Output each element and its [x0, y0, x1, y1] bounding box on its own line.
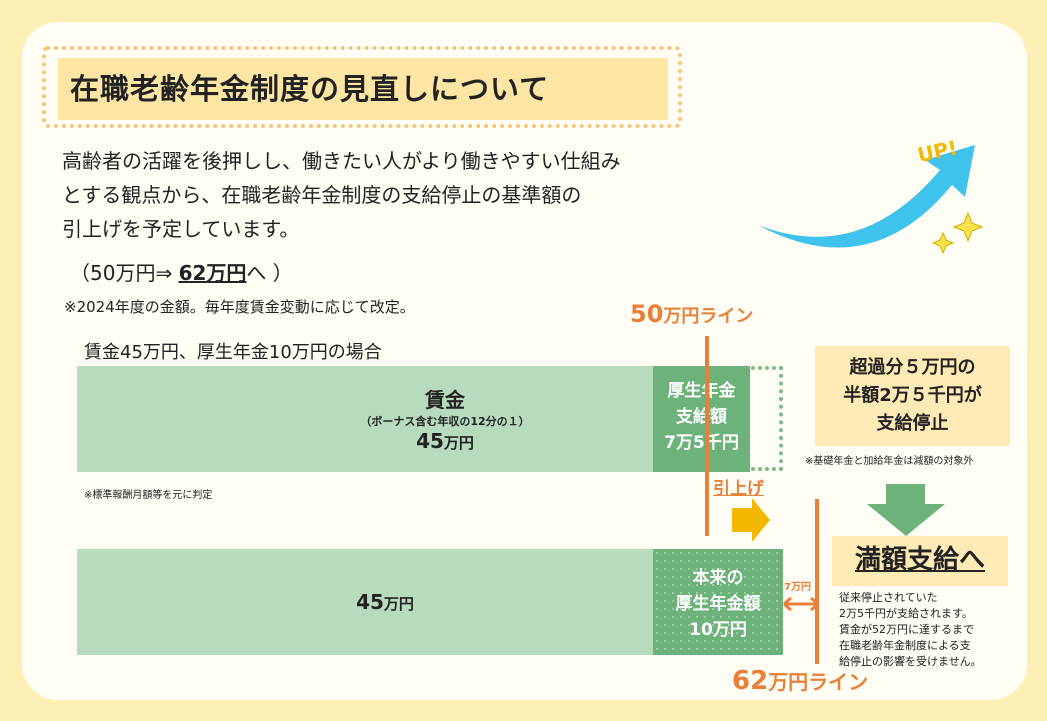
desc-line: 給停止の影響を受けません。 — [839, 655, 982, 668]
pension-l2: 厚生年金額 — [675, 594, 761, 614]
sparkle-icon — [952, 211, 984, 243]
line50-label: 50万円ライン — [630, 300, 753, 328]
up-arrow-icon: UP! — [758, 135, 984, 255]
intro-note: ※2024年度の金額。毎年度賃金変動に応じて改定。 — [64, 298, 415, 316]
wage-num: 45 — [356, 590, 384, 614]
change-suffix: へ ） — [246, 261, 293, 285]
sparkle-icon — [931, 231, 955, 255]
change-prefix: （50万円⇒ — [70, 261, 179, 285]
full-box: 満額支給へ — [832, 536, 1008, 586]
wage-bar-new: 45万円 — [77, 549, 653, 655]
pension-full-block: 本来の 厚生年金額 10万円 — [653, 549, 783, 655]
down-arrow-icon — [867, 484, 945, 536]
desc-line: 在職老齢年金制度による支 — [839, 639, 971, 652]
wage-bar-current: 賃金 （ボーナス含む年収の12分の１） 45万円 — [77, 366, 653, 472]
intro-line: 高齢者の活躍を後押しし、働きたい人がより働きやすい仕組み — [62, 149, 621, 173]
title-frame — [42, 46, 682, 128]
line50-unit: 万円ライン — [663, 306, 754, 327]
desc-line: 2万5千円が支給されます。 — [839, 607, 973, 620]
wage-title: 賃金 — [425, 388, 465, 412]
line62 — [815, 499, 819, 664]
line62-unit: 万円ライン — [768, 670, 869, 694]
pension-l1: 厚生年金 — [667, 381, 736, 401]
wage-note: ※標準報酬月額等を元に判定 — [84, 490, 213, 501]
wage-unit: 万円 — [443, 434, 474, 452]
stopped-portion — [751, 366, 783, 471]
desc-line: 賃金が52万円に達するまで — [839, 623, 974, 636]
wage-sub: （ボーナス含む年収の12分の１） — [360, 415, 530, 428]
intro-line: 引上げを予定しています。 — [62, 217, 300, 241]
wage-num: 45 — [416, 429, 444, 453]
raise-label: 引上げ — [713, 479, 764, 499]
page-title: 在職老齢年金制度の見直しについて — [58, 58, 668, 120]
line50-num: 50 — [630, 300, 664, 328]
excess-box: 超過分５万円の 半額2万５千円が 支給停止 — [815, 346, 1010, 446]
right-arrow-icon — [732, 498, 770, 542]
wage-unit: 万円 — [383, 595, 414, 613]
pension-l2: 支給額 — [676, 407, 727, 427]
change-new: 62万円 — [178, 261, 247, 285]
line62-num: 62 — [732, 666, 769, 696]
pension-paid-block: 厚生年金 支給額 7万5千円 — [653, 366, 750, 472]
pension-l3: 7万5千円 — [664, 433, 739, 453]
excess-l2: 半額2万５千円が — [843, 385, 982, 406]
double-arrow-icon — [783, 596, 819, 612]
line50 — [705, 336, 709, 536]
intro-line: とする観点から、在職老齢年金制度の支給停止の基準額の — [62, 183, 582, 207]
desc-line: 従来停止されていた — [839, 591, 938, 604]
case-label: 賃金45万円、厚生年金10万円の場合 — [84, 342, 382, 363]
pension-l3: 10万円 — [689, 620, 747, 640]
line62-label: 62万円ライン — [732, 666, 868, 696]
pension-l1: 本来の — [692, 568, 744, 588]
gap-label: 7万円 — [784, 582, 811, 593]
change-text: （50万円⇒ 62万円へ ） — [70, 256, 293, 290]
excess-l1: 超過分５万円の — [849, 357, 976, 378]
full-title: 満額支給へ — [854, 545, 985, 575]
excess-l3: 支給停止 — [876, 413, 949, 434]
full-desc: 従来停止されていた 2万5千円が支給されます。 賃金が52万円に達するまで 在職… — [839, 590, 982, 670]
excess-note: ※基礎年金と加給年金は減額の対象外 — [805, 456, 974, 467]
